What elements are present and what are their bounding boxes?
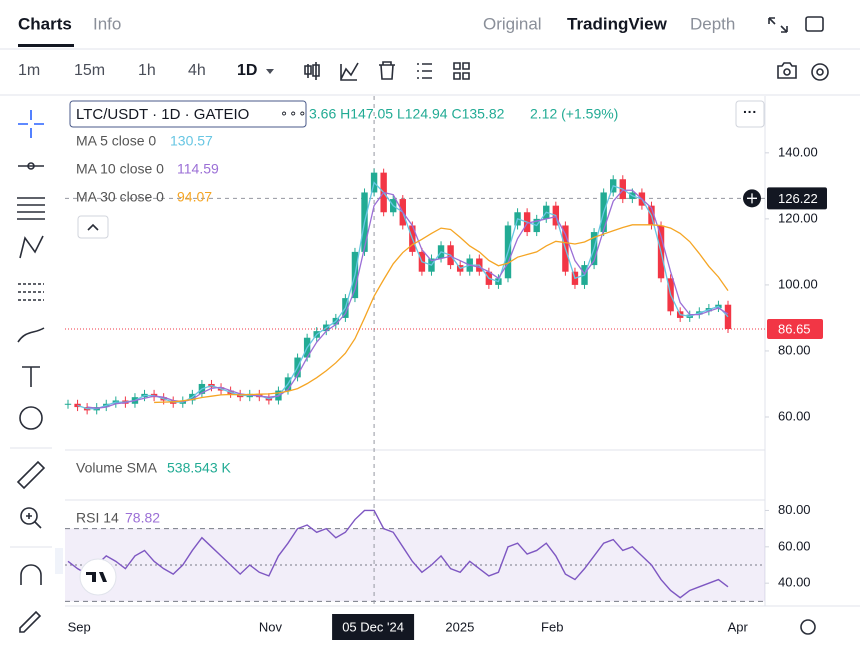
emoji-tool[interactable]: [19, 406, 43, 430]
more-dots[interactable]: ∘∘∘: [280, 105, 307, 120]
indicator-name: MA 5 close 0: [76, 133, 156, 149]
collapse-button[interactable]: [77, 215, 109, 239]
symbol: LTC/USDT · 1D · GATEIO: [76, 106, 249, 123]
ruler-tool[interactable]: [16, 460, 46, 490]
interval[interactable]: 1h: [138, 62, 156, 79]
crosshair-label: 126.22: [778, 191, 818, 206]
projection-tool[interactable]: [18, 283, 44, 301]
menu-button[interactable]: [735, 100, 765, 128]
volume-value: 538.543 K: [167, 460, 231, 476]
candles-icon[interactable]: [304, 62, 320, 80]
rsi-value: 78.82: [125, 510, 160, 526]
add-alert-plus: [747, 193, 757, 204]
logo[interactable]: [79, 558, 117, 596]
indicator-value: 94.07: [177, 189, 212, 205]
volume-name: Volume SMA: [76, 460, 158, 476]
x-tick-label: Sep: [68, 619, 91, 634]
y-tick-label: 60.00: [778, 408, 811, 423]
interval[interactable]: 1D: [237, 62, 257, 79]
ohlc: 3.66 H147.05 L124.94 C135.82: [309, 106, 505, 122]
layout-icon[interactable]: [453, 62, 470, 80]
axis-settings[interactable]: [800, 619, 816, 635]
logo-mark: [86, 572, 107, 582]
trash-icon[interactable]: [379, 61, 395, 80]
dropdown-caret[interactable]: [266, 69, 274, 74]
fullscreen-icon[interactable]: [768, 17, 788, 33]
price-label: 86.65: [778, 321, 811, 336]
symbol-box[interactable]: [69, 100, 307, 128]
interval[interactable]: 15m: [74, 62, 105, 79]
tab[interactable]: Info: [93, 14, 121, 33]
rsi-tick-label: 80.00: [778, 502, 811, 517]
magnet-tool[interactable]: [20, 564, 42, 585]
candle: [64, 403, 72, 405]
zoom-tool[interactable]: [20, 507, 38, 525]
window-icon[interactable]: [805, 16, 824, 32]
rsi-tick-label: 60.00: [778, 538, 811, 553]
x-tick-label: Feb: [541, 619, 563, 634]
interval[interactable]: 1m: [18, 62, 40, 79]
view-tab[interactable]: Original: [483, 14, 542, 33]
rsi-name: RSI 14: [76, 510, 119, 526]
zoom-plus: [26, 513, 42, 529]
change: 2.12 (+1.59%): [530, 106, 618, 122]
rsi-line: [67, 509, 729, 599]
pattern-tool[interactable]: [19, 235, 44, 259]
tab[interactable]: Charts: [18, 14, 72, 33]
crosshair-tool[interactable]: [18, 110, 44, 138]
lock-tool[interactable]: [19, 610, 42, 633]
view-tab[interactable]: TradingView: [567, 14, 668, 33]
y-tick-label: 100.00: [778, 276, 818, 291]
view-tab[interactable]: Depth: [690, 14, 735, 33]
x-label-bg: [332, 614, 415, 640]
tab-underline: [18, 44, 74, 47]
settings-icon[interactable]: [811, 63, 829, 81]
indicator-name: MA 30 close 0: [76, 189, 164, 205]
line-tool-dot: [27, 162, 35, 170]
brush-tool[interactable]: [17, 327, 45, 343]
x-tick-label: Nov: [259, 619, 283, 634]
text-tool[interactable]: [22, 366, 40, 387]
x-tick-label: 2025: [445, 619, 474, 634]
settings-dot: [816, 68, 824, 76]
menu-dots: ···: [743, 104, 757, 120]
ma-line: [154, 224, 729, 404]
fib-tool[interactable]: [17, 197, 45, 220]
indicator-value: 114.59: [177, 161, 219, 177]
indicator-name: MA 10 close 0: [76, 161, 164, 177]
indicator-value: 130.57: [170, 133, 213, 149]
y-tick-label: 80.00: [778, 342, 811, 357]
y-tick-label: 120.00: [778, 210, 818, 225]
camera-lens: [783, 68, 791, 76]
collapse-arrow: [87, 223, 99, 231]
indicator-icon[interactable]: [340, 62, 359, 81]
interval[interactable]: 4h: [188, 62, 206, 79]
camera-icon[interactable]: [777, 62, 797, 79]
crosshair-label-bg: [767, 187, 827, 210]
price-label-bg: [767, 318, 823, 339]
x-tick-label: 05 Dec '24: [342, 619, 404, 634]
collapse-handle[interactable]: [55, 548, 63, 574]
list-icon[interactable]: [417, 63, 432, 79]
ma-line: [87, 189, 729, 409]
x-tick-label: Apr: [728, 619, 749, 634]
rsi-tick-label: 40.00: [778, 575, 811, 590]
y-tick-label: 140.00: [778, 144, 818, 159]
